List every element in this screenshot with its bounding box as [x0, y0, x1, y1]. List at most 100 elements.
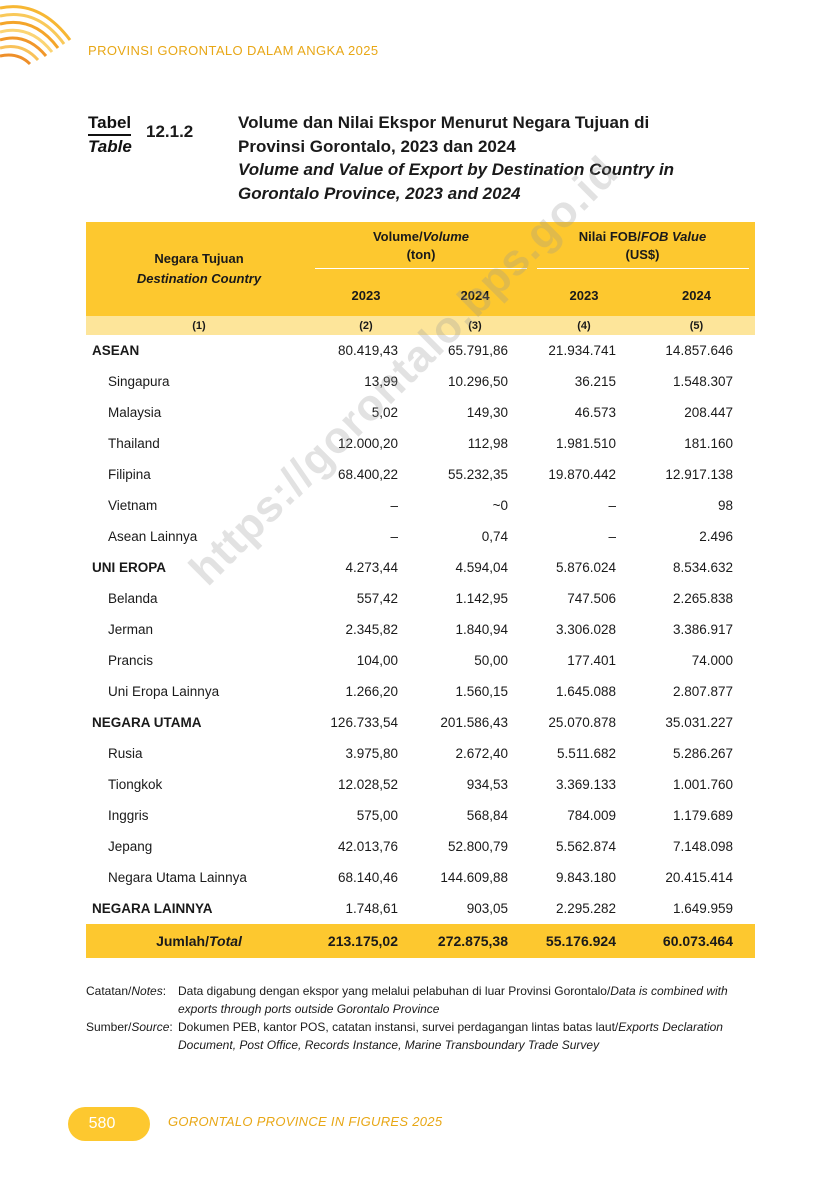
country-name: Inggris: [108, 808, 149, 823]
fob-value-2023: 5.562.874: [555, 839, 616, 854]
volume-2023: 4.273,44: [345, 560, 398, 575]
fob-value-2023: 747.506: [567, 591, 616, 606]
volume-2024: 65.791,86: [447, 343, 508, 358]
fob-value-2024: 20.415.414: [665, 870, 733, 885]
country-name: Prancis: [108, 653, 154, 668]
volume-2024: 2.672,40: [455, 746, 508, 761]
fob-value-2023: 25.070.878: [548, 715, 616, 730]
source-label: Sumber/Source:: [86, 1020, 173, 1034]
col-number: (5): [638, 316, 755, 335]
fob-unit: (US$): [625, 246, 660, 262]
col-number: (3): [420, 316, 530, 335]
volume-2023: –: [390, 529, 398, 544]
volume-2023: 42.013,76: [337, 839, 398, 854]
total-vol-2024: 272.875,38: [420, 924, 530, 958]
fob-value-2023: 1.645.088: [555, 684, 616, 699]
volume-2023: 126.733,54: [330, 715, 398, 730]
volume-2024: 1.840,94: [455, 622, 508, 637]
country-name: Vietnam: [108, 498, 158, 513]
country-header: Negara Tujuan Destination Country: [86, 222, 312, 316]
volume-2024: 568,84: [466, 808, 508, 823]
col-number: (1): [86, 316, 312, 335]
country-row: Singapura 13,99 10.296,50 36.215 1.548.307: [86, 366, 755, 397]
table-notes: Catatan/Notes: Data digabung dengan eksp…: [86, 982, 766, 1054]
table-body: ASEAN 80.419,43 65.791,86 21.934.741 14.857.…: [86, 335, 755, 924]
fob-value-2024: 8.534.632: [672, 560, 733, 575]
fob-header-id: Nilai FOB/: [578, 228, 641, 244]
total-row: Jumlah/Total 213.175,02 272.875,38 55.17…: [86, 924, 755, 958]
fob-value-2024: 74.000: [691, 653, 733, 668]
volume-2024: 55.232,35: [447, 467, 508, 482]
country-row: Negara Utama Lainnya 68.140,46 144.609,88 9…: [86, 862, 755, 893]
volume-2024: 903,05: [466, 901, 508, 916]
fob-value-2023: 5.511.682: [556, 746, 616, 761]
volume-2024: 0,74: [481, 529, 508, 544]
col-number: (2): [312, 316, 420, 335]
country-name: Belanda: [108, 591, 158, 606]
volume-header-id: Volume/: [372, 228, 423, 244]
volume-2023: 13,99: [364, 374, 398, 389]
page-number-badge: 580: [68, 1107, 150, 1141]
country-name: Rusia: [108, 746, 143, 761]
country-row: Jerman 2.345,82 1.840,94 3.306.028 3.386.917: [86, 614, 755, 645]
volume-2024: 144.609,88: [440, 870, 508, 885]
volume-header-en: Volume: [422, 228, 470, 244]
group-row: NEGARA UTAMA 126.733,54 201.586,43 25.070.8…: [86, 707, 755, 738]
title-en-line-2: Gorontalo Province, 2023 and 2024: [238, 183, 521, 203]
fob-value-2024: 2.265.838: [672, 591, 733, 606]
volume-2024: 112,98: [467, 436, 508, 451]
fob-value-2023: 3.306.028: [555, 622, 616, 637]
fob-header-en: FOB Value: [640, 228, 707, 244]
total-fob-2024: 60.073.464: [638, 924, 755, 958]
col-number: (4): [530, 316, 638, 335]
source-row: Sumber/Source: Dokumen PEB, kantor POS, …: [86, 1018, 766, 1054]
country-name: Asean Lainnya: [108, 529, 198, 544]
year-header-vol-2024: 2024: [420, 274, 530, 316]
volume-2023: 2.345,82: [345, 622, 398, 637]
fob-value-2023: –: [608, 498, 616, 513]
country-name: UNI EROPA: [92, 560, 167, 575]
fob-value-2024: 98: [717, 498, 733, 513]
fob-value-header: Nilai FOB/FOB Value (US$): [530, 222, 755, 274]
corner-swoosh-decoration: [0, 5, 72, 66]
country-row: Filipina 68.400,22 55.232,35 19.870.442 12.9…: [86, 459, 755, 490]
fob-value-2023: 46.573: [574, 405, 616, 420]
fob-value-2024: 1.548.307: [672, 374, 733, 389]
table-number: 12.1.2: [146, 122, 194, 141]
country-row: Rusia 3.975,80 2.672,40 5.511.682 5.286.267: [86, 738, 755, 769]
country-row: Thailand 12.000,20 112,98 1.981.510 181.160: [86, 428, 755, 459]
volume-2023: –: [390, 498, 398, 513]
country-name: NEGARA UTAMA: [92, 715, 202, 730]
volume-2023: 575,00: [356, 808, 398, 823]
volume-2024: 10.296,50: [447, 374, 508, 389]
fob-value-2023: 36.215: [574, 374, 616, 389]
export-table: Negara Tujuan Destination Country Volume…: [86, 222, 755, 958]
page-number: 580: [88, 1115, 116, 1132]
volume-2024: 149,30: [466, 405, 508, 420]
country-name: Jerman: [108, 622, 154, 637]
fob-value-2023: 5.876.024: [555, 560, 616, 575]
fob-value-2024: 2.807.877: [672, 684, 733, 699]
fob-value-2023: –: [608, 529, 616, 544]
country-row: Asean Lainnya – 0,74 – 2.496: [86, 521, 755, 552]
country-name: Thailand: [108, 436, 160, 451]
volume-2024: 201.586,43: [440, 715, 508, 730]
total-label: Jumlah/Total: [86, 924, 312, 958]
country-row: Tiongkok 12.028,52 934,53 3.369.133 1.001.76…: [86, 769, 755, 800]
country-name: Jepang: [108, 839, 153, 854]
country-row: Uni Eropa Lainnya 1.266,20 1.560,15 1.645.0…: [86, 676, 755, 707]
volume-2024: 1.142,95: [455, 591, 508, 606]
country-name: Negara Utama Lainnya: [108, 870, 247, 885]
country-row: Inggris 575,00 568,84 784.009 1.179.689: [86, 800, 755, 831]
group-row: UNI EROPA 4.273,44 4.594,04 5.876.024 8.534.…: [86, 552, 755, 583]
country-header-en: Destination Country: [136, 271, 262, 286]
volume-2024: 52.800,79: [447, 839, 508, 854]
volume-2024: 1.560,15: [455, 684, 508, 699]
total-fob-2023: 55.176.924: [530, 924, 638, 958]
volume-2023: 3.975,80: [345, 746, 398, 761]
country-name: Tiongkok: [108, 777, 163, 792]
country-header-id: Negara Tujuan: [154, 251, 244, 266]
country-name: Filipina: [108, 467, 151, 482]
fob-value-2023: 3.369.133: [555, 777, 616, 792]
country-name: Singapura: [108, 374, 170, 389]
